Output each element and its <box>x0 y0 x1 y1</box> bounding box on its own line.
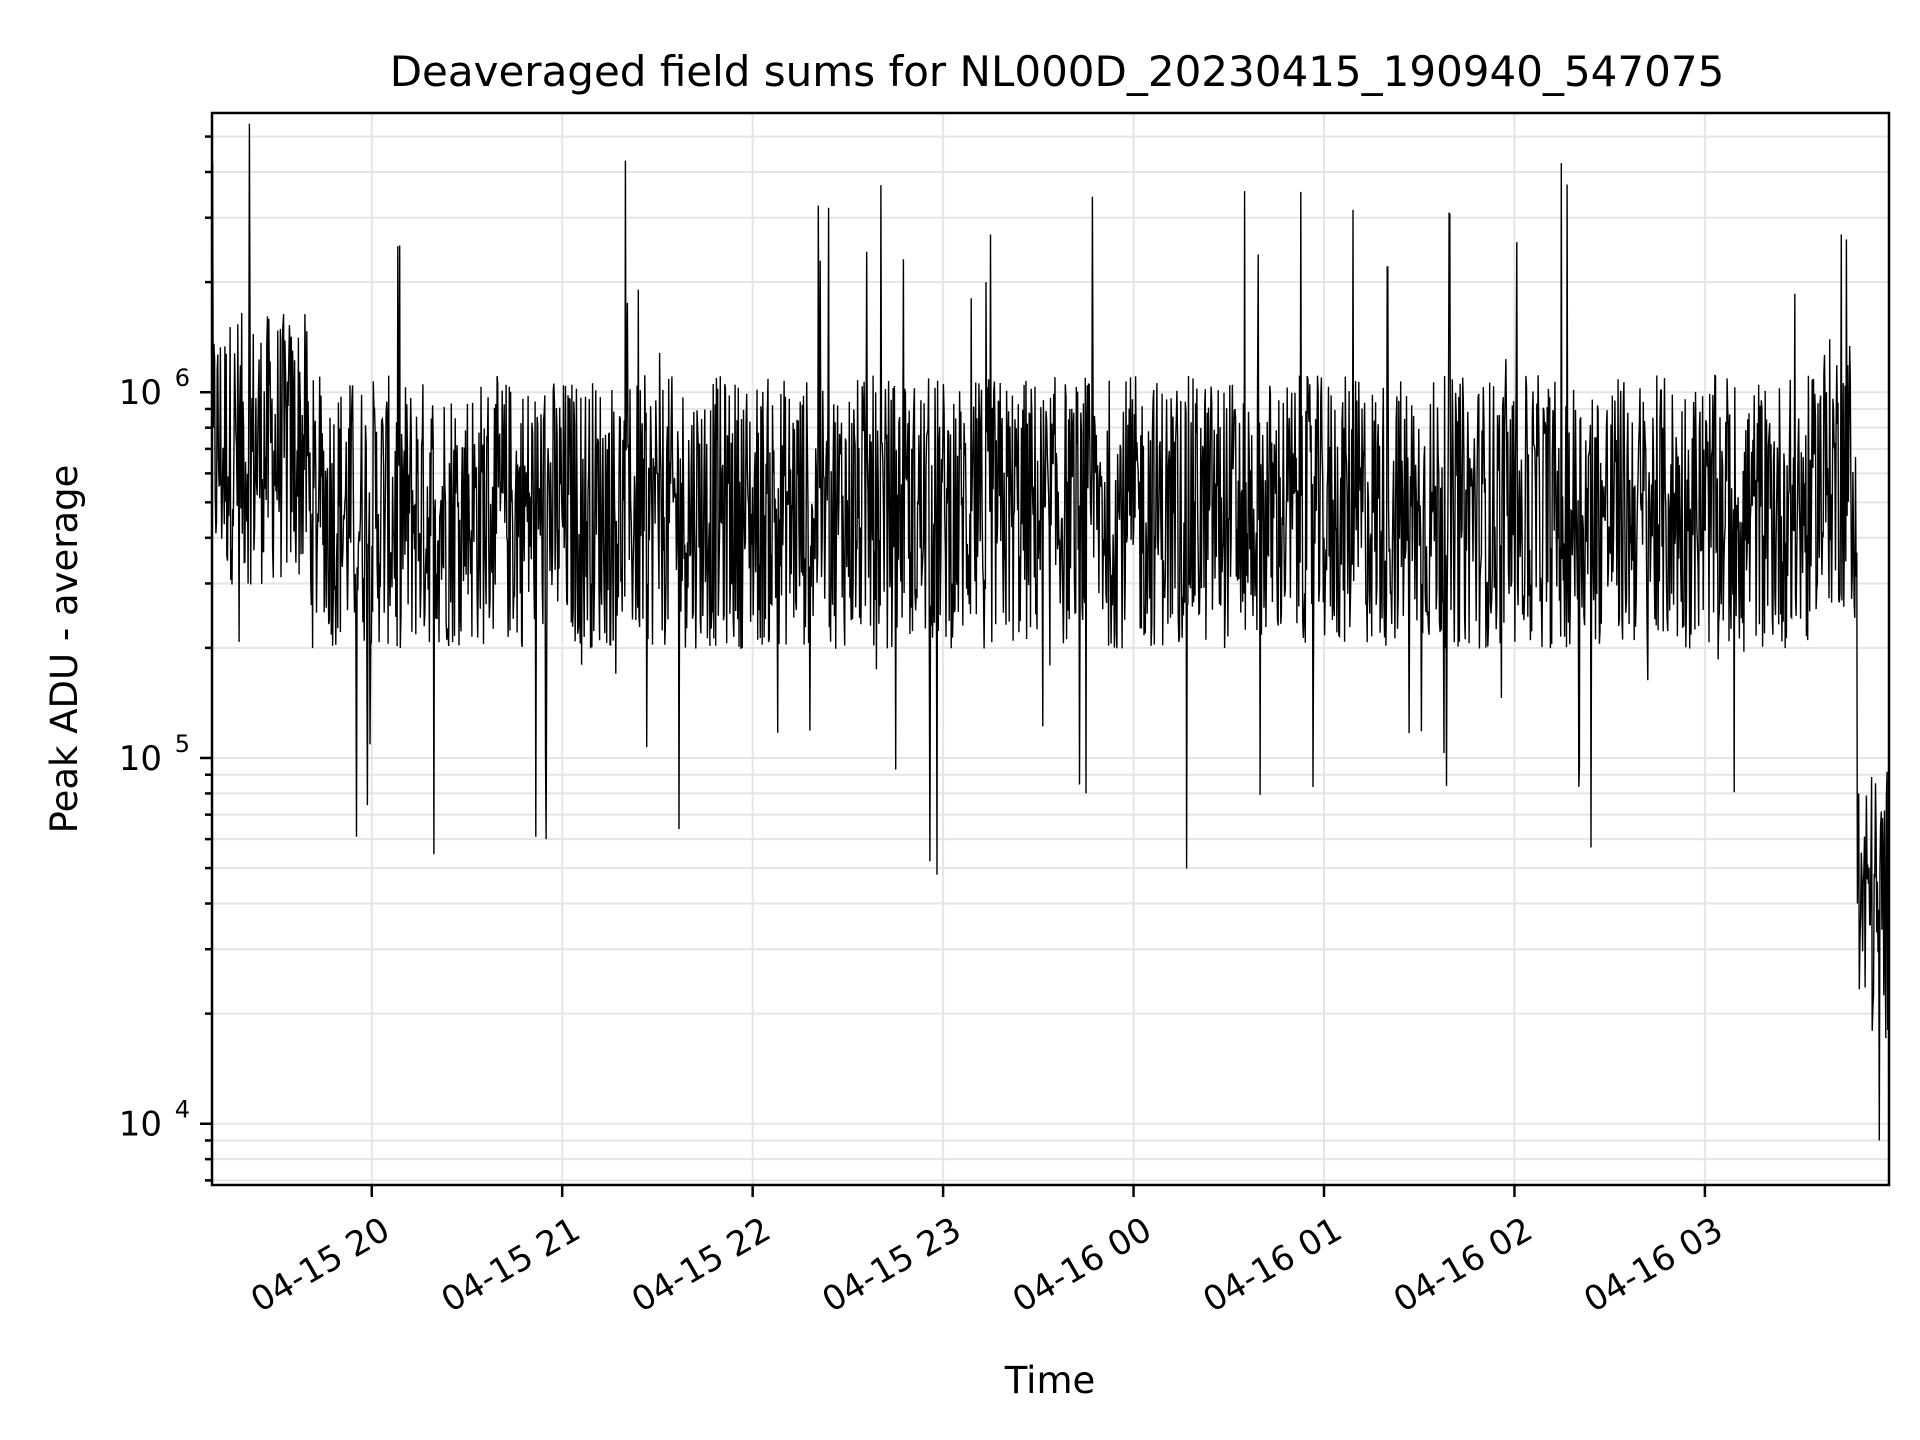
x-tick-label: 04-16 01 <box>1197 1210 1349 1321</box>
y-tick-label-exponent: 6 <box>175 364 190 392</box>
y-tick-label-exponent: 4 <box>175 1096 190 1124</box>
x-tick-label: 04-15 21 <box>435 1210 587 1321</box>
x-axis: 04-15 20 04-15 21 04-15 22 04-15 23 04-16 00… <box>244 1185 1730 1321</box>
x-tick-label: 04-15 22 <box>625 1210 777 1321</box>
y-tick-label: 10 <box>119 739 162 779</box>
y-axis-label: Peak ADU - average <box>43 465 86 834</box>
x-tick-label: 04-16 02 <box>1387 1210 1539 1321</box>
x-tick-label: 04-15 20 <box>244 1210 396 1321</box>
y-tick-label: 10 <box>119 373 162 413</box>
x-tick-label: 04-16 00 <box>1006 1210 1158 1321</box>
series-line <box>211 123 1890 1141</box>
chart-title: Deaveraged field sums for NL000D_2023041… <box>390 47 1725 96</box>
x-tick-label: 04-15 23 <box>816 1210 968 1321</box>
y-axis: 10 4 10 5 10 6 <box>119 135 212 1182</box>
y-tick-label-exponent: 5 <box>175 730 190 758</box>
x-tick-label: 04-16 03 <box>1577 1210 1729 1321</box>
x-axis-label: Time <box>1004 1359 1096 1402</box>
y-tick-label: 10 <box>119 1105 162 1145</box>
